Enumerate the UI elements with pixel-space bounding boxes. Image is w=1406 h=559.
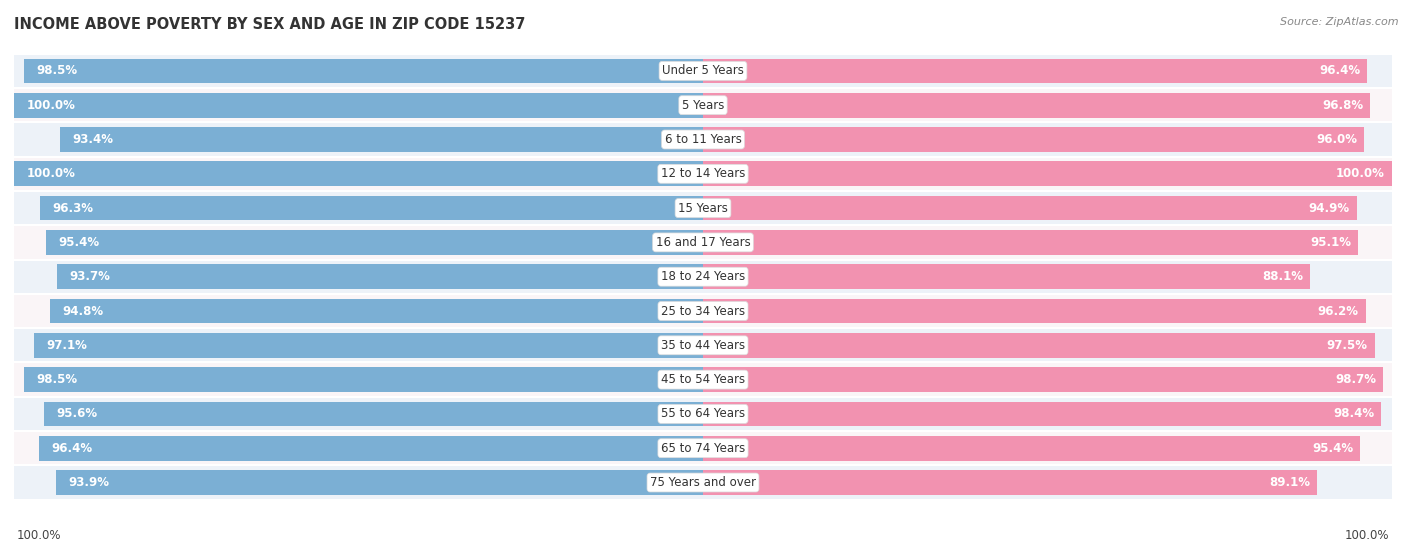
Text: 93.9%: 93.9% xyxy=(69,476,110,489)
Bar xyxy=(39,196,703,220)
Text: 35 to 44 Years: 35 to 44 Years xyxy=(661,339,745,352)
Text: 95.4%: 95.4% xyxy=(1312,442,1354,454)
Legend: Male, Female: Male, Female xyxy=(626,555,780,559)
Text: Source: ZipAtlas.com: Source: ZipAtlas.com xyxy=(1281,17,1399,27)
Bar xyxy=(14,328,1392,362)
Text: 96.4%: 96.4% xyxy=(1319,64,1360,77)
Text: Under 5 Years: Under 5 Years xyxy=(662,64,744,77)
Bar xyxy=(56,470,703,495)
Text: 5 Years: 5 Years xyxy=(682,99,724,112)
Bar xyxy=(14,162,703,186)
Bar xyxy=(34,333,703,358)
Text: 96.8%: 96.8% xyxy=(1322,99,1362,112)
Bar xyxy=(14,54,1392,88)
Text: 94.8%: 94.8% xyxy=(62,305,104,318)
Text: 94.9%: 94.9% xyxy=(1309,202,1350,215)
Text: 95.4%: 95.4% xyxy=(58,236,100,249)
Bar xyxy=(59,127,703,152)
Text: 88.1%: 88.1% xyxy=(1263,270,1303,283)
Text: 98.4%: 98.4% xyxy=(1333,408,1374,420)
Bar xyxy=(14,397,1392,431)
Text: 98.5%: 98.5% xyxy=(37,373,77,386)
Text: 97.5%: 97.5% xyxy=(1327,339,1368,352)
Bar xyxy=(14,465,1392,500)
Text: 55 to 64 Years: 55 to 64 Years xyxy=(661,408,745,420)
Bar xyxy=(14,259,1392,294)
Bar xyxy=(45,401,703,427)
Bar xyxy=(703,299,1365,323)
Text: 93.4%: 93.4% xyxy=(72,133,112,146)
Bar xyxy=(14,431,1392,465)
Bar xyxy=(703,93,1369,117)
Bar xyxy=(14,294,1392,328)
Bar xyxy=(703,367,1384,392)
Text: 96.3%: 96.3% xyxy=(52,202,93,215)
Text: 75 Years and over: 75 Years and over xyxy=(650,476,756,489)
Text: 16 and 17 Years: 16 and 17 Years xyxy=(655,236,751,249)
Text: 97.1%: 97.1% xyxy=(46,339,87,352)
Text: 96.0%: 96.0% xyxy=(1316,133,1358,146)
Bar xyxy=(39,436,703,461)
Text: 98.7%: 98.7% xyxy=(1336,373,1376,386)
Bar xyxy=(703,264,1310,289)
Text: INCOME ABOVE POVERTY BY SEX AND AGE IN ZIP CODE 15237: INCOME ABOVE POVERTY BY SEX AND AGE IN Z… xyxy=(14,17,526,32)
Bar xyxy=(58,264,703,289)
Bar xyxy=(46,230,703,255)
Bar xyxy=(24,59,703,83)
Text: 100.0%: 100.0% xyxy=(1344,529,1389,542)
Bar xyxy=(703,333,1375,358)
Text: 100.0%: 100.0% xyxy=(1336,167,1385,181)
Bar xyxy=(14,88,1392,122)
Bar xyxy=(14,225,1392,259)
Text: 98.5%: 98.5% xyxy=(37,64,77,77)
Bar xyxy=(703,401,1381,427)
Text: 93.7%: 93.7% xyxy=(70,270,111,283)
Bar xyxy=(703,127,1364,152)
Bar xyxy=(703,162,1392,186)
Text: 15 Years: 15 Years xyxy=(678,202,728,215)
Text: 95.6%: 95.6% xyxy=(56,408,98,420)
Bar xyxy=(703,470,1317,495)
Text: 100.0%: 100.0% xyxy=(27,167,76,181)
Bar xyxy=(703,230,1358,255)
Text: 95.1%: 95.1% xyxy=(1310,236,1351,249)
Text: 96.4%: 96.4% xyxy=(51,442,93,454)
Text: 89.1%: 89.1% xyxy=(1270,476,1310,489)
Bar xyxy=(49,299,703,323)
Text: 18 to 24 Years: 18 to 24 Years xyxy=(661,270,745,283)
Text: 12 to 14 Years: 12 to 14 Years xyxy=(661,167,745,181)
Bar xyxy=(703,59,1367,83)
Bar xyxy=(14,93,703,117)
Bar xyxy=(703,436,1360,461)
Text: 96.2%: 96.2% xyxy=(1317,305,1358,318)
Bar xyxy=(14,191,1392,225)
Text: 45 to 54 Years: 45 to 54 Years xyxy=(661,373,745,386)
Text: 25 to 34 Years: 25 to 34 Years xyxy=(661,305,745,318)
Bar xyxy=(14,362,1392,397)
Bar xyxy=(14,157,1392,191)
Text: 6 to 11 Years: 6 to 11 Years xyxy=(665,133,741,146)
Text: 100.0%: 100.0% xyxy=(27,99,76,112)
Bar xyxy=(24,367,703,392)
Bar xyxy=(703,196,1357,220)
Bar xyxy=(14,122,1392,157)
Text: 65 to 74 Years: 65 to 74 Years xyxy=(661,442,745,454)
Text: 100.0%: 100.0% xyxy=(17,529,62,542)
